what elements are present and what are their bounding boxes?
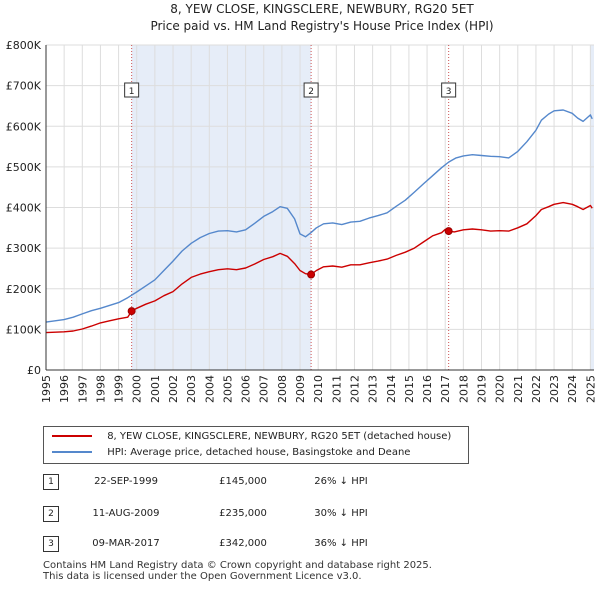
legend-swatch-property — [52, 435, 92, 437]
plot-area: £0 £100K £200K £300K £400K £500K £600K £700K £80… — [6, 39, 598, 403]
sale-label-box — [124, 82, 140, 98]
legend-item-property: 8, YEW CLOSE, KINGSCLERE, NEWBURY, RG20 … — [52, 429, 451, 445]
sale-price: £145,000 — [219, 476, 267, 487]
x-tick-label: 2025 — [584, 375, 597, 403]
x-tick-label: 1998 — [94, 375, 107, 403]
x-tick-label: 2018 — [457, 375, 470, 403]
series-line — [45, 201, 593, 334]
sale-date: 22-SEP-1999 — [94, 476, 158, 487]
x-tick-label: 2022 — [530, 375, 543, 403]
legend-label-hpi: HPI: Average price, detached house, Basi… — [107, 447, 411, 458]
x-tick-label: 2009 — [294, 375, 307, 403]
sale-price: £235,000 — [219, 508, 267, 519]
y-tick-label: £500K — [6, 161, 42, 174]
x-tick-label: 2005 — [221, 375, 234, 403]
x-tick-label: 1996 — [58, 375, 71, 403]
sale-date: 09-MAR-2017 — [92, 538, 160, 549]
y-tick-label: £700K — [6, 80, 42, 93]
x-tick-label: 2021 — [512, 375, 525, 403]
sale-number-badge: 1 — [43, 474, 59, 490]
x-tick-label: 2011 — [330, 375, 343, 403]
x-tick-label: 2016 — [421, 375, 434, 403]
sale-point — [307, 270, 316, 279]
price-chart: 8, YEW CLOSE, KINGSCLERE, NEWBURY, RG20 … — [6, 2, 598, 403]
sale-point — [444, 227, 453, 236]
sale-label: 3 — [446, 87, 452, 97]
sale-point — [127, 307, 136, 316]
sale-number-badge: 3 — [43, 536, 59, 552]
series-line — [45, 109, 593, 323]
y-tick-label: £200K — [6, 283, 42, 296]
x-tick-label: 2000 — [131, 375, 144, 403]
sale-hpi-diff: 36% ↓ HPI — [314, 538, 368, 549]
y-tick-label: £800K — [6, 39, 42, 52]
x-tick-label: 2019 — [475, 375, 488, 403]
y-tick-label: £300K — [6, 242, 42, 255]
sale-hpi-diff: 30% ↓ HPI — [314, 508, 368, 519]
x-tick-label: 2003 — [185, 375, 198, 403]
legend: 8, YEW CLOSE, KINGSCLERE, NEWBURY, RG20 … — [43, 426, 469, 464]
y-tick-label: £100K — [6, 323, 42, 336]
x-tick-label: 2015 — [403, 375, 416, 403]
x-tick-label: 2004 — [203, 375, 216, 403]
x-tick-label: 1997 — [76, 375, 89, 403]
chart-title: 8, YEW CLOSE, KINGSCLERE, NEWBURY, RG20 … — [170, 2, 474, 16]
x-tick-label: 2013 — [367, 375, 380, 403]
x-tick-label: 2010 — [312, 375, 325, 403]
chart-subtitle: Price paid vs. HM Land Registry's House … — [150, 19, 493, 33]
x-tick-label: 2007 — [258, 375, 271, 403]
x-tick-label: 1995 — [40, 375, 53, 403]
x-tick-label: 2020 — [494, 375, 507, 403]
x-tick-label: 2008 — [276, 375, 289, 403]
sale-hpi-diff: 26% ↓ HPI — [314, 476, 368, 487]
x-tick-label: 2014 — [385, 375, 398, 403]
footer-attribution: Contains HM Land Registry data © Crown c… — [43, 560, 432, 582]
x-tick-label: 1999 — [113, 375, 126, 403]
legend-item-hpi: HPI: Average price, detached house, Basi… — [52, 445, 410, 461]
x-tick-label: 2002 — [167, 375, 180, 403]
x-tick-label: 2023 — [548, 375, 561, 403]
sale-number-badge: 2 — [43, 506, 59, 522]
x-tick-label: 2006 — [240, 375, 253, 403]
y-tick-label: £0 — [27, 364, 41, 377]
sale-label: 2 — [308, 87, 314, 97]
legend-swatch-hpi — [52, 451, 92, 453]
sale-label-box — [303, 82, 319, 98]
x-tick-label: 2017 — [439, 375, 452, 403]
sale-price: £342,000 — [219, 538, 267, 549]
footer-line-2: This data is licensed under the Open Gov… — [43, 571, 362, 582]
sale-date: 11-AUG-2009 — [92, 508, 160, 519]
legend-label-property: 8, YEW CLOSE, KINGSCLERE, NEWBURY, RG20 … — [107, 431, 452, 442]
y-tick-label: £600K — [6, 120, 42, 133]
sale-label: 1 — [129, 87, 135, 97]
y-tick-label: £400K — [6, 202, 42, 215]
x-tick-label: 2024 — [566, 375, 579, 403]
x-tick-label: 2012 — [348, 375, 361, 403]
x-tick-label: 2001 — [149, 375, 162, 403]
sale-label-box — [441, 82, 457, 98]
footer-line-1: Contains HM Land Registry data © Crown c… — [43, 560, 432, 571]
